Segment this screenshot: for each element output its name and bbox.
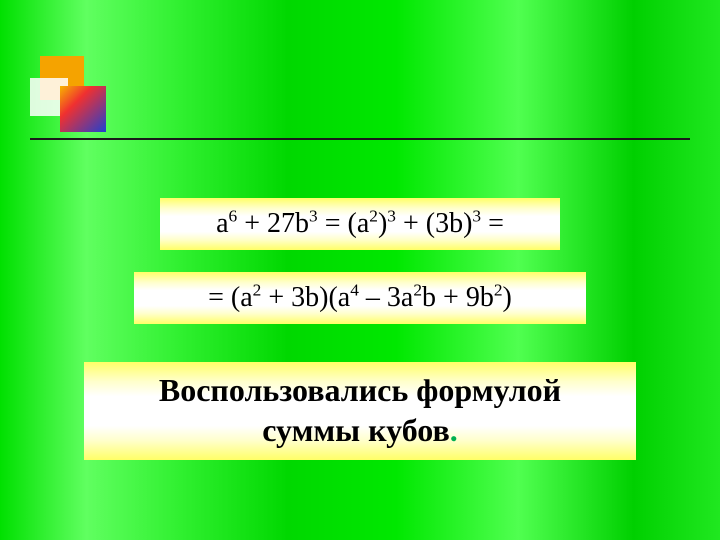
caption-dot: . xyxy=(450,412,458,448)
formula-text: = (a2 + 3b)(a4 – 3a2b + 9b2) xyxy=(208,282,512,313)
decor-square-blue xyxy=(60,86,106,132)
formula-line-1: a6 + 27b3 = (a2)3 + (3b)3 = xyxy=(160,198,560,250)
corner-decor xyxy=(30,56,110,140)
formula-text: a6 + 27b3 = (a2)3 + (3b)3 = xyxy=(216,208,504,239)
slide: a6 + 27b3 = (a2)3 + (3b)3 = = (a2 + 3b)(… xyxy=(0,0,720,540)
caption-line-2: суммы кубов. xyxy=(84,410,636,450)
horizontal-rule xyxy=(30,138,690,140)
caption-line-1: Воспользовались формулой xyxy=(84,370,636,410)
formula-line-2: = (a2 + 3b)(a4 – 3a2b + 9b2) xyxy=(134,272,586,324)
caption-box: Воспользовались формулой суммы кубов. xyxy=(84,362,636,460)
